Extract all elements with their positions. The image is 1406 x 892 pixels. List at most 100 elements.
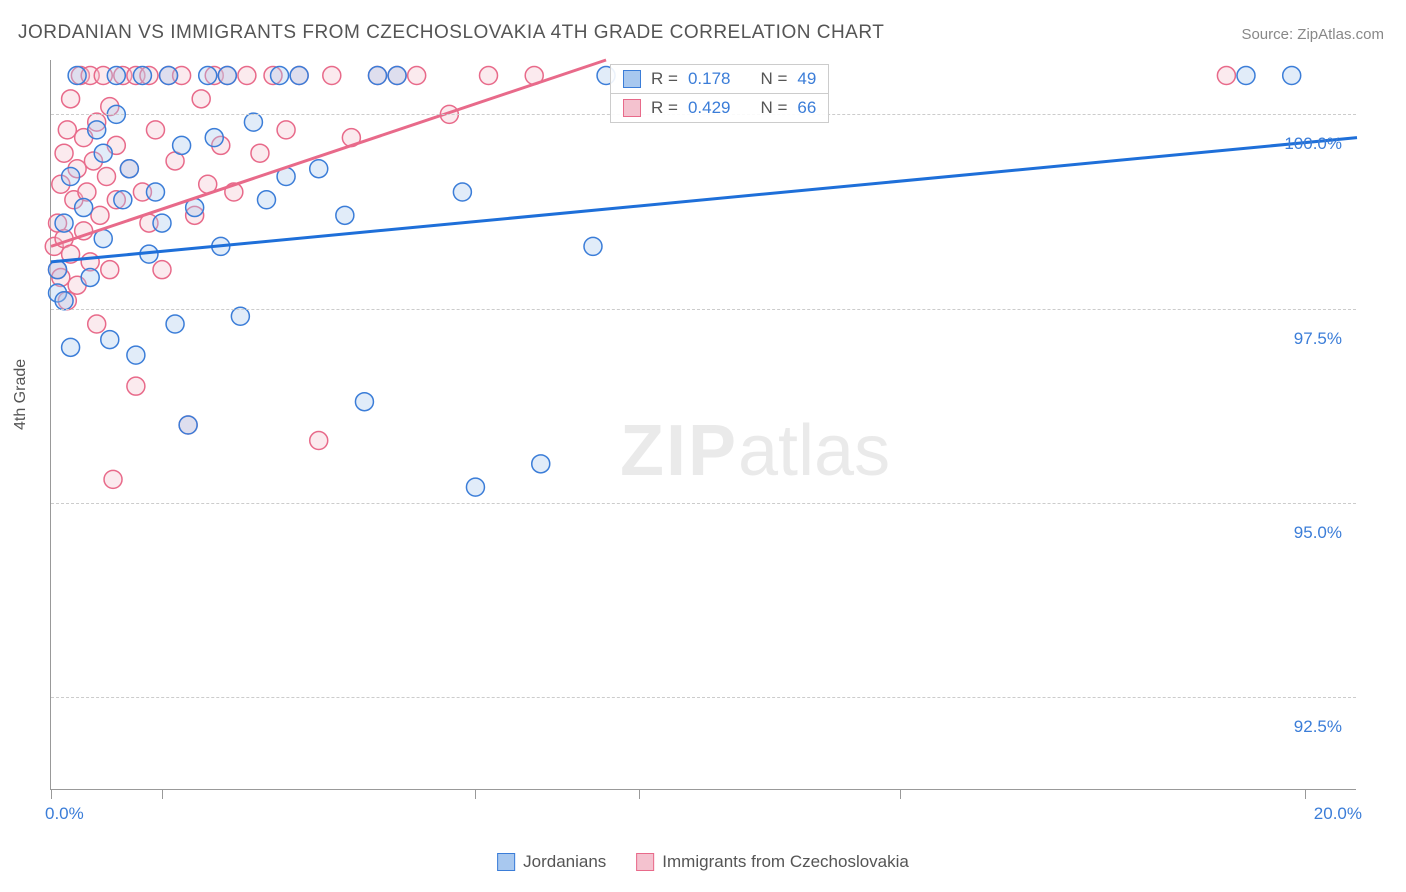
- y-tick-label: 92.5%: [1294, 717, 1342, 737]
- scatter-point-blue: [166, 315, 184, 333]
- legend-label-blue: Jordanians: [523, 852, 606, 872]
- scatter-point-blue: [133, 67, 151, 85]
- scatter-point-blue: [173, 136, 191, 154]
- pink-n-value: 66: [797, 98, 816, 118]
- scatter-point-blue: [107, 67, 125, 85]
- scatter-point-blue: [160, 67, 178, 85]
- scatter-point-blue: [179, 416, 197, 434]
- regression-line-blue: [51, 138, 1357, 262]
- x-tick: [162, 789, 163, 799]
- scatter-point-pink: [62, 90, 80, 108]
- pink-swatch-icon: [623, 99, 641, 117]
- scatter-point-blue: [466, 478, 484, 496]
- scatter-point-blue: [55, 214, 73, 232]
- pink-swatch-icon: [636, 853, 654, 871]
- scatter-point-blue: [62, 167, 80, 185]
- scatter-point-blue: [94, 144, 112, 162]
- scatter-point-blue: [310, 160, 328, 178]
- scatter-point-blue: [453, 183, 471, 201]
- scatter-point-blue: [336, 206, 354, 224]
- x-tick: [475, 789, 476, 799]
- scatter-point-blue: [205, 129, 223, 147]
- blue-swatch-icon: [497, 853, 515, 871]
- scatter-point-blue: [153, 214, 171, 232]
- scatter-point-pink: [101, 261, 119, 279]
- scatter-point-blue: [81, 268, 99, 286]
- scatter-point-blue: [199, 67, 217, 85]
- scatter-point-blue: [271, 67, 289, 85]
- scatter-point-blue: [369, 67, 387, 85]
- blue-swatch-icon: [623, 70, 641, 88]
- x-max-label: 20.0%: [1314, 804, 1362, 824]
- scatter-point-pink: [104, 470, 122, 488]
- scatter-point-pink: [146, 121, 164, 139]
- scatter-point-blue: [55, 292, 73, 310]
- scatter-point-pink: [127, 377, 145, 395]
- scatter-point-pink: [480, 67, 498, 85]
- scatter-point-blue: [1283, 67, 1301, 85]
- y-tick-label: 97.5%: [1294, 329, 1342, 349]
- scatter-point-blue: [532, 455, 550, 473]
- scatter-point-pink: [408, 67, 426, 85]
- scatter-point-blue: [1237, 67, 1255, 85]
- scatter-point-blue: [88, 121, 106, 139]
- n-label: N =: [760, 69, 787, 89]
- y-tick-label: 100.0%: [1284, 134, 1342, 154]
- y-tick-label: 95.0%: [1294, 523, 1342, 543]
- scatter-point-blue: [257, 191, 275, 209]
- legend-item-pink: Immigrants from Czechoslovakia: [636, 852, 909, 872]
- plot-area: 92.5%95.0%97.5%100.0% 0.0% 20.0%: [50, 60, 1356, 790]
- scatter-point-pink: [323, 67, 341, 85]
- scatter-point-pink: [251, 144, 269, 162]
- gridline: [51, 697, 1356, 698]
- scatter-point-blue: [101, 331, 119, 349]
- stats-legend-box: R = 0.178 N = 49 R = 0.429 N = 66: [610, 64, 829, 123]
- scatter-point-pink: [1217, 67, 1235, 85]
- scatter-point-pink: [98, 167, 116, 185]
- x-tick: [900, 789, 901, 799]
- bottom-legend: Jordanians Immigrants from Czechoslovaki…: [497, 852, 909, 872]
- x-tick: [51, 789, 52, 799]
- legend-label-pink: Immigrants from Czechoslovakia: [662, 852, 909, 872]
- chart-title: JORDANIAN VS IMMIGRANTS FROM CZECHOSLOVA…: [18, 22, 884, 44]
- scatter-point-blue: [127, 346, 145, 364]
- source-label: Source: ZipAtlas.com: [1241, 26, 1384, 43]
- stats-row-blue: R = 0.178 N = 49: [611, 65, 828, 94]
- scatter-point-blue: [68, 67, 86, 85]
- scatter-point-blue: [146, 183, 164, 201]
- legend-item-blue: Jordanians: [497, 852, 606, 872]
- scatter-point-blue: [244, 113, 262, 131]
- scatter-point-blue: [62, 338, 80, 356]
- blue-n-value: 49: [797, 69, 816, 89]
- scatter-point-blue: [218, 67, 236, 85]
- scatter-point-pink: [58, 121, 76, 139]
- y-axis-label: 4th Grade: [12, 359, 30, 430]
- gridline: [51, 309, 1356, 310]
- n-label: N =: [760, 98, 787, 118]
- scatter-point-blue: [114, 191, 132, 209]
- pink-r-value: 0.429: [688, 98, 731, 118]
- blue-r-value: 0.178: [688, 69, 731, 89]
- r-label: R =: [651, 98, 678, 118]
- gridline: [51, 503, 1356, 504]
- stats-row-pink: R = 0.429 N = 66: [611, 94, 828, 122]
- scatter-svg: [51, 60, 1357, 790]
- scatter-point-blue: [355, 393, 373, 411]
- scatter-point-pink: [91, 206, 109, 224]
- scatter-point-blue: [231, 307, 249, 325]
- scatter-point-blue: [584, 237, 602, 255]
- scatter-point-pink: [277, 121, 295, 139]
- scatter-point-pink: [310, 432, 328, 450]
- scatter-point-blue: [75, 199, 93, 217]
- scatter-point-pink: [88, 315, 106, 333]
- scatter-point-blue: [388, 67, 406, 85]
- scatter-point-blue: [120, 160, 138, 178]
- scatter-point-blue: [290, 67, 308, 85]
- r-label: R =: [651, 69, 678, 89]
- x-min-label: 0.0%: [45, 804, 84, 824]
- x-tick: [639, 789, 640, 799]
- scatter-point-pink: [238, 67, 256, 85]
- scatter-point-pink: [192, 90, 210, 108]
- x-tick: [1305, 789, 1306, 799]
- scatter-point-pink: [55, 144, 73, 162]
